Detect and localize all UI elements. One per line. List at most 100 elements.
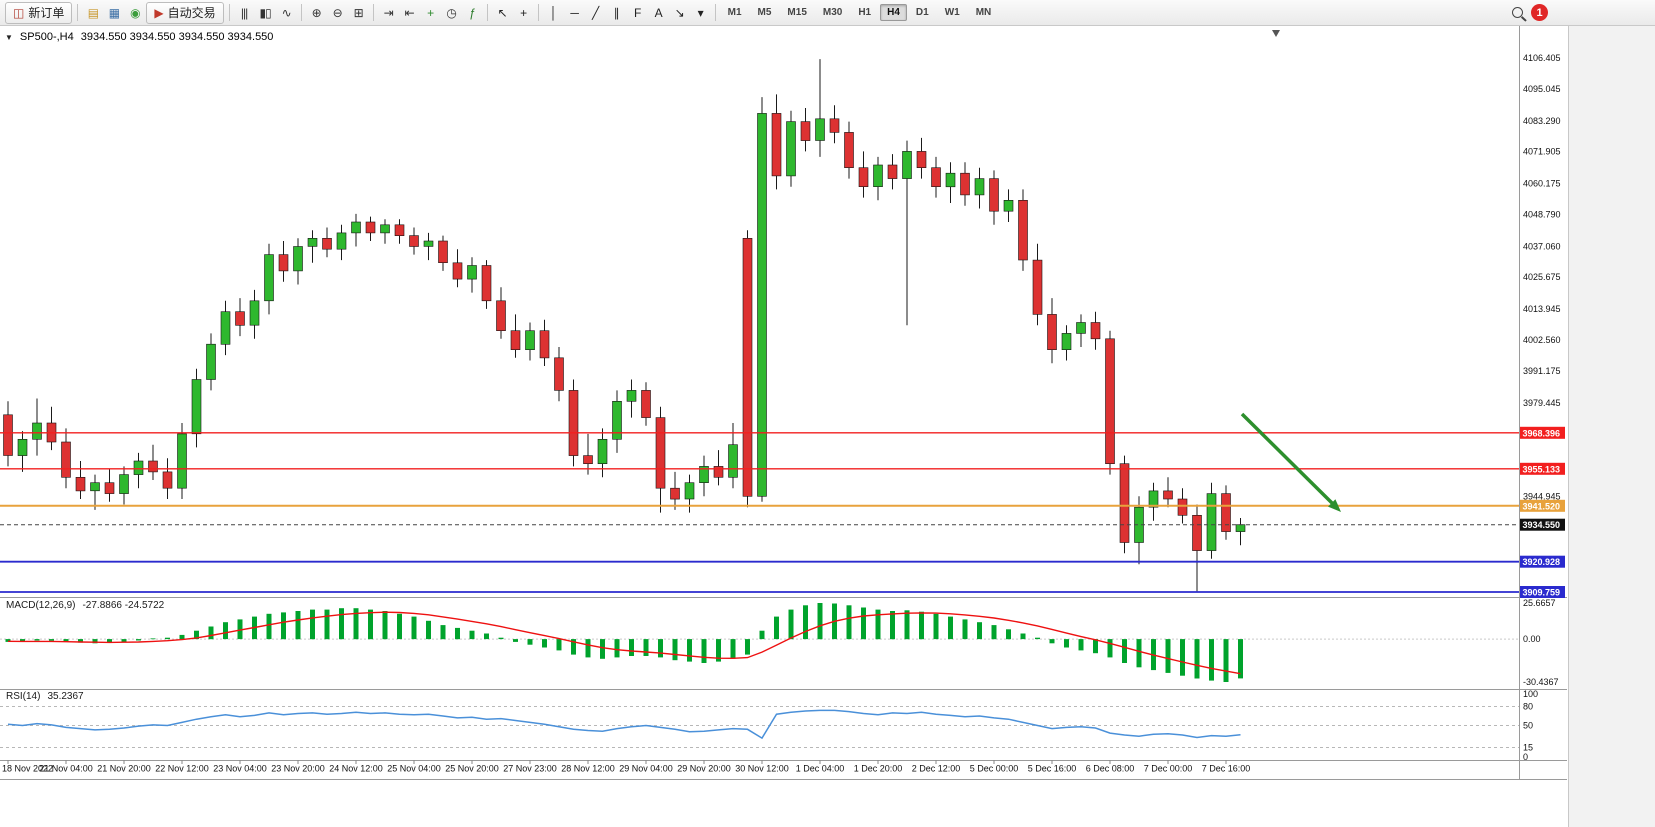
price-badge (1520, 518, 1565, 531)
new-order-button[interactable]: ◫ 新订单 (5, 1, 73, 24)
candle-body (90, 482, 100, 492)
toolbar-separator (486, 4, 488, 21)
svg-text:21 Nov 04:00: 21 Nov 04:00 (39, 764, 93, 774)
market-watch-icon[interactable]: ◉ (124, 3, 145, 23)
svg-text:7 Dec 00:00: 7 Dec 00:00 (1144, 764, 1193, 774)
svg-text:3955.133: 3955.133 (1523, 464, 1561, 474)
indicators-icon[interactable]: ƒ (462, 3, 483, 23)
candle-body (728, 444, 738, 478)
svg-text:3979.445: 3979.445 (1523, 398, 1561, 408)
profiles-icon[interactable]: ▦ (103, 3, 124, 23)
line-chart-icon[interactable]: ∿ (276, 3, 297, 23)
timeframe-button-d1[interactable]: D1 (915, 7, 929, 18)
svg-text:5 Dec 16:00: 5 Dec 16:00 (1028, 764, 1077, 774)
new-window-icon[interactable]: + (420, 3, 441, 23)
timeframe-button-h1[interactable]: H1 (858, 7, 872, 18)
svg-text:6 Dec 08:00: 6 Dec 08:00 (1086, 764, 1135, 774)
candle-body (409, 235, 419, 247)
svg-text:28 Nov 12:00: 28 Nov 12:00 (561, 764, 615, 774)
candle-body (235, 311, 245, 326)
autotrading-button[interactable]: ▶ 自动交易 (146, 1, 224, 24)
timeframe-button-m15[interactable]: M15 (787, 7, 807, 18)
symbol-period-label: SP500-,H4 (19, 31, 74, 43)
chart-menu-arrow[interactable]: ▼ (5, 32, 13, 42)
vertical-line-icon-icon: │ (549, 5, 557, 20)
text-tool-icon[interactable]: A (648, 3, 669, 23)
bar-chart-icon[interactable]: ||| (234, 3, 255, 23)
fibonacci-icon[interactable]: F (627, 3, 648, 23)
candle-body (162, 471, 173, 489)
candle-body (568, 390, 579, 456)
candle-body (220, 311, 231, 345)
candle-body (873, 164, 883, 188)
horizontal-line-icon[interactable]: ─ (564, 3, 585, 23)
channel-icon[interactable]: ∥ (606, 3, 627, 23)
macd-signal-line (7, 611, 1241, 675)
timeframe-button-m1[interactable]: M1 (727, 7, 742, 18)
candle-body (148, 460, 158, 473)
market-watch-icon-icon: ◉ (130, 5, 141, 20)
profiles-icon-icon: ▦ (108, 5, 120, 20)
candle-body (786, 121, 796, 177)
svg-text:3991.175: 3991.175 (1523, 366, 1561, 376)
timeframe-button-m30[interactable]: M30 (822, 7, 843, 18)
trend-arrow[interactable] (1240, 412, 1341, 512)
candle-body (365, 221, 376, 234)
cursor-icon[interactable]: ↖ (492, 3, 513, 23)
autotrading-icon: ▶ (154, 5, 164, 20)
notification-badge[interactable]: 1 (1531, 4, 1548, 21)
trendline-icon[interactable]: ╱ (585, 3, 606, 23)
candle-body (699, 466, 709, 483)
candlestick-chart-icon-icon: ▮▯ (259, 5, 272, 20)
zoom-out-icon-icon: ⊖ (332, 5, 343, 20)
timeframe-button-m5[interactable]: M5 (757, 7, 772, 18)
candle-body (61, 441, 71, 478)
macd-label: MACD(12,26,9) (6, 600, 76, 611)
candle-body (1148, 490, 1159, 508)
timeframe-button-mn[interactable]: MN (975, 7, 992, 18)
zoom-in-icon[interactable]: ⊕ (306, 3, 327, 23)
candle-body (684, 482, 695, 500)
candle-body (844, 132, 854, 168)
svg-text:7 Dec 16:00: 7 Dec 16:00 (1202, 764, 1251, 774)
candle-body (858, 167, 869, 187)
period-clock-icon[interactable]: ◷ (441, 3, 462, 23)
zoom-out-icon[interactable]: ⊖ (327, 3, 348, 23)
rsi-label: RSI(14) (6, 691, 41, 702)
candle-body (191, 379, 202, 435)
svg-text:1 Dec 04:00: 1 Dec 04:00 (796, 764, 845, 774)
shapes-dropdown-icon[interactable]: ▾ (690, 3, 711, 23)
chart-shift-marker[interactable] (1272, 30, 1280, 37)
timeframe-button-h4[interactable]: H4 (880, 4, 907, 21)
candlestick-chart-icon[interactable]: ▮▯ (255, 3, 276, 23)
timeframe-button-w1[interactable]: W1 (944, 7, 960, 18)
search-icon[interactable] (1512, 7, 1523, 18)
svg-text:18 Nov 2022: 18 Nov 2022 (2, 764, 53, 774)
rsi-value: 35.2367 (47, 691, 84, 702)
arrows-tool-icon[interactable]: ↘ (669, 3, 690, 23)
auto-scroll-icon[interactable]: ⇥ (378, 3, 399, 23)
candle-body (119, 474, 129, 494)
chart-background (0, 26, 1655, 827)
svg-text:80: 80 (1523, 702, 1533, 712)
new-chart-icon[interactable]: ▤ (82, 3, 103, 23)
crosshair-icon[interactable]: + (513, 3, 534, 23)
indicators-icon-icon: ƒ (469, 5, 476, 20)
quote-header: ▼ SP500-,H4 3934.550 3934.550 3934.550 3… (5, 31, 273, 43)
candle-body (3, 414, 13, 456)
candle-body (583, 455, 593, 465)
chart-shift-icon[interactable]: ⇤ (399, 3, 420, 23)
price-axis-labels[interactable]: 4106.405 4095.045 4083.290 4071.905 4060.175… (1523, 53, 1561, 501)
svg-text:3909.759: 3909.759 (1523, 588, 1561, 598)
vertical-line-icon[interactable]: │ (543, 3, 564, 23)
svg-text:4060.175: 4060.175 (1523, 179, 1561, 189)
svg-text:0: 0 (1523, 752, 1528, 762)
candle-body (17, 438, 28, 456)
tile-windows-icon[interactable]: ⊞ (348, 3, 369, 23)
macd-header: MACD(12,26,9) -27.8866 -24.5722 (6, 600, 164, 611)
candle-body (133, 460, 144, 475)
svg-text:4095.045: 4095.045 (1523, 84, 1561, 94)
candle-body (423, 240, 434, 247)
